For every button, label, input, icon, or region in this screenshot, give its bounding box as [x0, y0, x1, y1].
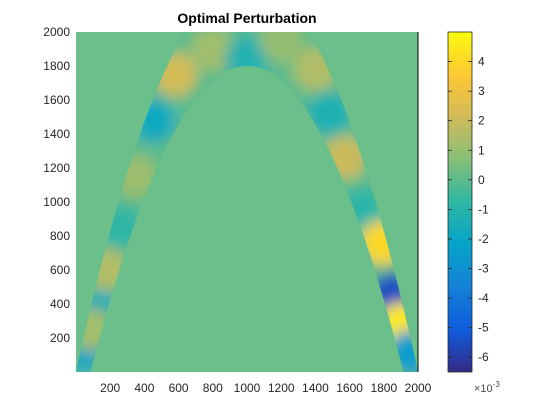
y-tick-label: 1600 [43, 93, 70, 107]
colorbar-exponent: ×10-3 [474, 380, 500, 395]
colorbar-tick-label: -2 [478, 232, 489, 246]
colorbar-tick-label: -5 [478, 321, 489, 335]
x-tick-label: 1200 [268, 381, 295, 395]
y-tick-label: 2000 [43, 25, 70, 39]
colorbar-tick-label: 2 [478, 114, 485, 128]
heatmap-blob [190, 32, 235, 71]
y-tick-label: 1800 [43, 59, 70, 73]
y-tick-label: 800 [50, 229, 70, 243]
y-tick-label: 1200 [43, 161, 70, 175]
y-tick-label: 1400 [43, 127, 70, 141]
colorbar-tick-label: 0 [478, 173, 485, 187]
x-tick-label: 1800 [370, 381, 397, 395]
colorbar-tick-label: 1 [478, 143, 485, 157]
chart-title: Optimal Perturbation [177, 10, 316, 26]
x-tick-label: 1000 [234, 381, 261, 395]
x-tick-label: 600 [169, 381, 189, 395]
x-tick-label: 2000 [405, 381, 432, 395]
y-tick-label: 400 [50, 297, 70, 311]
x-tick-label: 1600 [336, 381, 363, 395]
heatmap-blob [307, 91, 352, 136]
x-axis: 200 400 600 800 1000 1200 1400 1600 1800 2000 [100, 381, 431, 395]
colorbar-tick-label: -4 [478, 291, 489, 305]
heatmap-plot [76, 32, 419, 372]
colorbar-tick-label: 4 [478, 55, 485, 69]
x-tick-label: 800 [203, 381, 223, 395]
colorbar-tick-label: 3 [478, 84, 485, 98]
colorbar-tick-label: -6 [478, 350, 489, 364]
y-axis: 200 400 600 800 1000 1200 1400 1600 1800 2000 [43, 25, 70, 345]
y-tick-label: 1000 [43, 195, 70, 209]
x-tick-label: 400 [134, 381, 154, 395]
x-tick-label: 200 [100, 381, 120, 395]
heatmap-blob [259, 32, 304, 63]
y-tick-label: 600 [50, 263, 70, 277]
colorbar: -6 -5 -4 -3 -2 -1 0 1 2 3 4 ×10-3 [447, 31, 500, 395]
x-tick-label: 1400 [302, 381, 329, 395]
colorbar-gradient [447, 31, 473, 373]
colorbar-tick-label: -3 [478, 262, 489, 276]
colorbar-tick-label: -1 [478, 202, 489, 216]
y-tick-label: 200 [50, 331, 70, 345]
